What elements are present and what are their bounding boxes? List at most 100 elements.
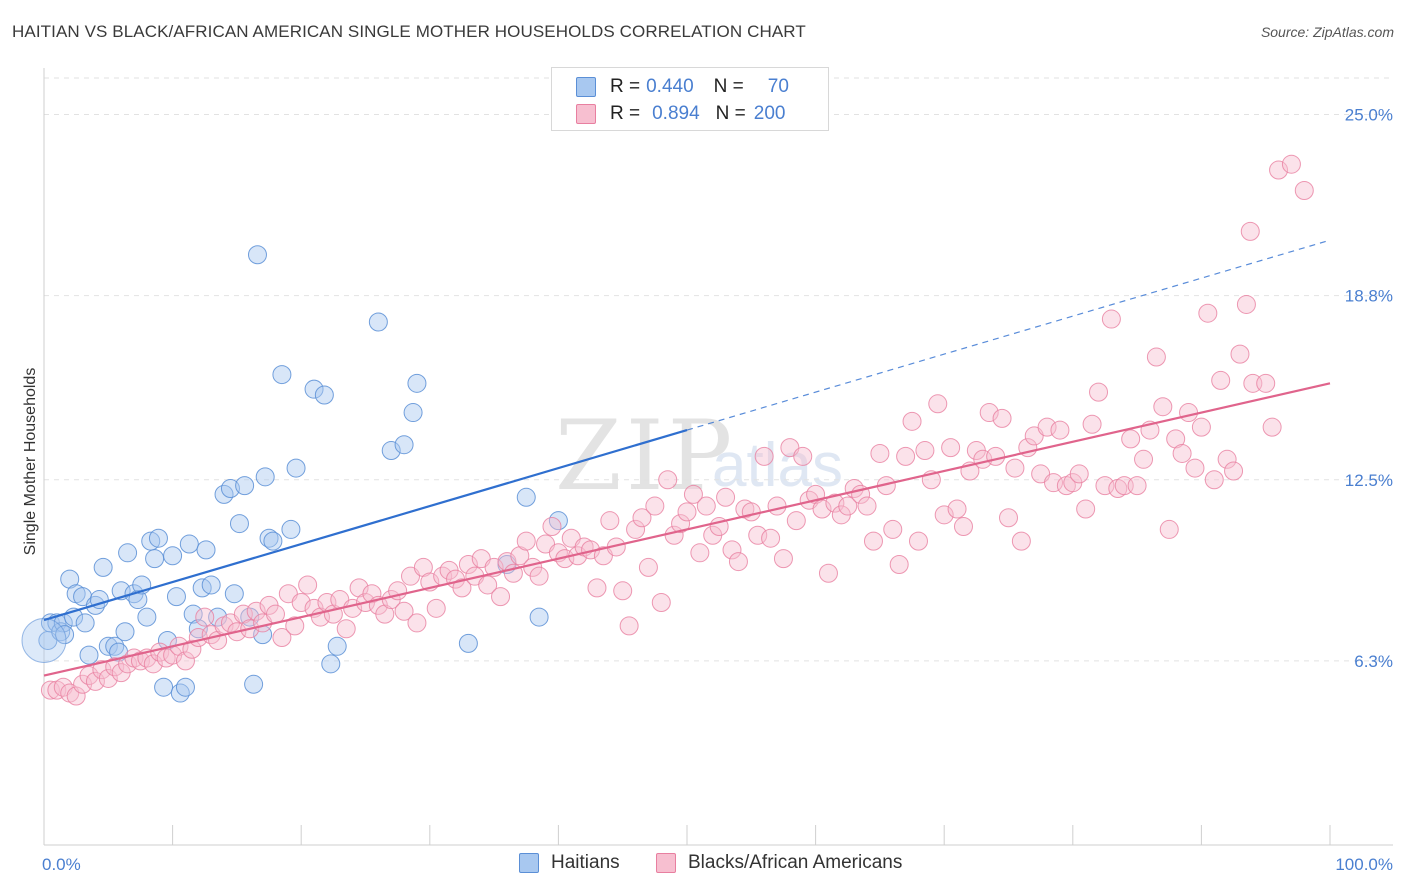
black-point (1198, 303, 1218, 323)
y-tick-label: 12.5% (1345, 471, 1393, 490)
series-swatch-haitians (519, 853, 539, 873)
black-point (1240, 221, 1260, 241)
black-point (1224, 461, 1244, 481)
watermark-atlas: atlas (712, 431, 843, 500)
black-point (716, 487, 736, 507)
black-point (825, 493, 845, 513)
haitian-point (263, 531, 283, 551)
black-point (1153, 397, 1173, 417)
x-tick-label: 100.0% (1335, 855, 1393, 874)
haitian-trend-extension (686, 239, 1331, 431)
black-point (1121, 429, 1141, 449)
haitian-point-cluster (21, 617, 67, 663)
black-point (953, 517, 973, 537)
legend-r-label: R = (610, 76, 641, 97)
black-point (407, 613, 427, 633)
haitian-point (394, 435, 414, 455)
black-point (818, 563, 838, 583)
black-point (632, 508, 652, 528)
black-point (478, 575, 498, 595)
black-point (516, 531, 536, 551)
gridlines (44, 77, 1393, 662)
haitian-point (327, 636, 347, 656)
black-point (542, 517, 562, 537)
black-point (1211, 370, 1231, 390)
legend-n-value: 70 (767, 76, 789, 97)
haitian-point (196, 540, 216, 560)
black-point (812, 499, 832, 519)
black-point (767, 496, 787, 516)
legend-row-blacks: R = 0.894 N = 200 (552, 101, 785, 127)
black-point (143, 654, 163, 674)
haitian-point (115, 622, 135, 642)
black-point (889, 554, 909, 574)
haitian-point (154, 677, 174, 697)
black-point (40, 680, 60, 700)
black-point (638, 557, 658, 577)
series-legend-haitians[interactable]: Haitians (519, 852, 620, 874)
black-point (1089, 382, 1109, 402)
black-point (728, 552, 748, 572)
haitian-point (148, 528, 168, 548)
y-tick-label: 25.0% (1345, 106, 1393, 125)
black-trend-line (43, 382, 1331, 677)
haitian-trend-line (43, 429, 688, 622)
black-point (1082, 414, 1102, 434)
black-point (246, 601, 266, 621)
black-point (786, 511, 806, 531)
black-point (1095, 476, 1115, 496)
y-tick-label: 18.8% (1345, 287, 1393, 306)
haitian-point (128, 590, 148, 610)
black-point (362, 584, 382, 604)
correlation-legend: R = 0.440 N = 70 R = 0.894 N = 200 (551, 67, 829, 131)
haitian-point (255, 467, 275, 487)
haitian-point (105, 636, 125, 656)
black-point (336, 619, 356, 639)
black-point (748, 525, 768, 545)
black-point (1230, 344, 1250, 364)
haitian-point (244, 674, 264, 694)
black-point (1281, 154, 1301, 174)
black-point (915, 441, 935, 461)
black-point (857, 496, 877, 516)
black-point (298, 575, 318, 595)
y-axis-title: Single Mother Households (22, 368, 39, 556)
haitian-point (183, 604, 203, 624)
black-point (934, 505, 954, 525)
black-point (896, 446, 916, 466)
black-point (626, 519, 646, 539)
haitian-point (201, 575, 221, 595)
haitian-point (166, 587, 186, 607)
black-point (992, 408, 1012, 428)
haitian-point (259, 528, 279, 548)
black-point (1050, 420, 1070, 440)
black-point (1262, 417, 1282, 437)
black-point (613, 581, 633, 601)
haitian-point (247, 245, 267, 265)
black-point (979, 403, 999, 423)
black-point (452, 578, 472, 598)
haitian-point (137, 607, 157, 627)
black-point (645, 496, 665, 516)
haitian-point (145, 549, 165, 569)
haitian-point (170, 683, 190, 703)
legend-swatch-blacks (576, 104, 596, 124)
haitian-point (403, 403, 423, 423)
haitian-point (407, 373, 427, 393)
black-point (761, 528, 781, 548)
haitian-point (175, 677, 195, 697)
legend-swatch-haitians (576, 77, 596, 97)
legend-r-value: 0.440 (646, 76, 694, 97)
series-legend-blacks[interactable]: Blacks/African Americans (656, 852, 902, 874)
black-point (1269, 160, 1289, 180)
black-point (1256, 373, 1276, 393)
black-point (683, 484, 703, 504)
haitian-point (224, 584, 244, 604)
haitian-point (529, 607, 549, 627)
black-point (1069, 464, 1089, 484)
black-point (999, 508, 1018, 528)
black-point (1185, 458, 1205, 478)
haitian-point (93, 557, 113, 577)
trend-lines (43, 239, 1331, 677)
black-point (600, 511, 620, 531)
